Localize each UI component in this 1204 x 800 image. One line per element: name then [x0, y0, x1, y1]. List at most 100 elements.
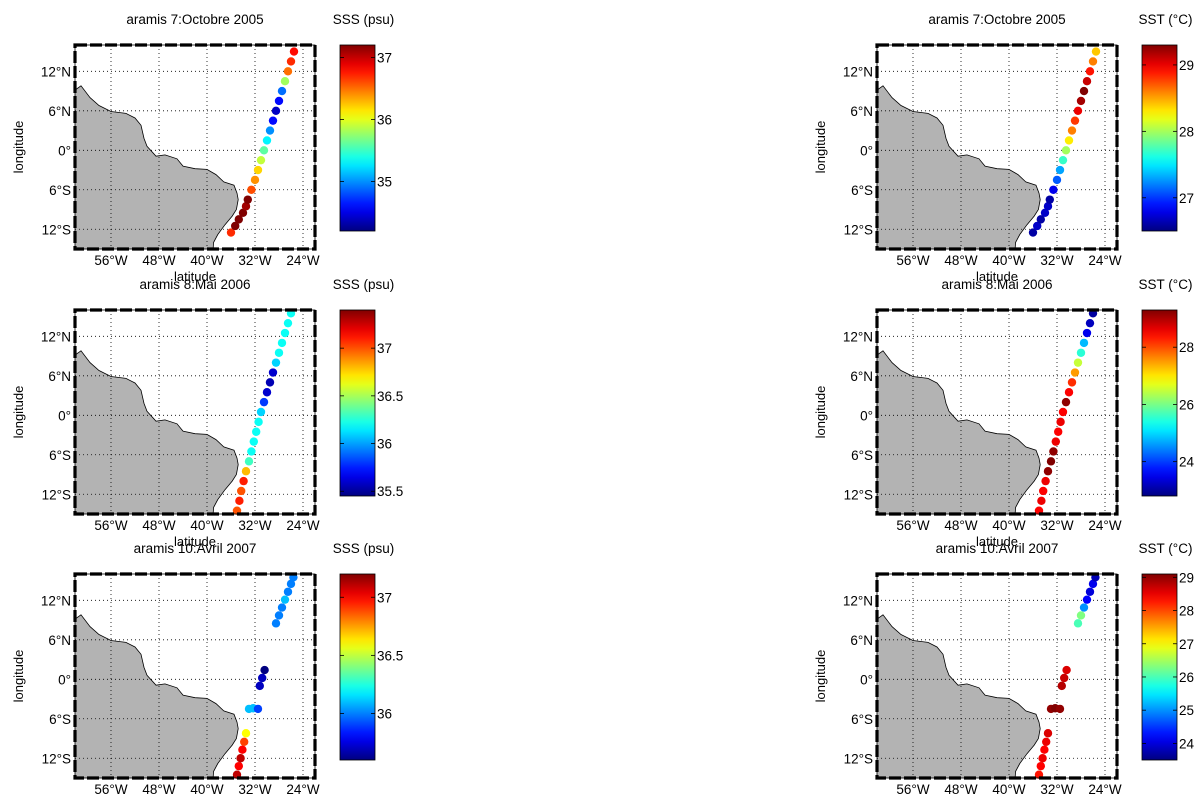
data-point: [1036, 215, 1046, 224]
data-point: [1067, 378, 1077, 387]
data-point: [274, 611, 284, 620]
y-tick-label: 6°S: [49, 183, 71, 198]
data-point: [247, 185, 256, 194]
data-point: [1061, 397, 1071, 407]
x-tick-label: 48°W: [944, 518, 977, 533]
y-axis-label: longitude: [813, 121, 828, 174]
y-tick-label: 12°N: [41, 64, 71, 79]
data-point: [1073, 106, 1083, 116]
data-point: [268, 116, 278, 125]
colorbar-tick-label: 24: [1179, 455, 1195, 470]
data-point: [1054, 427, 1063, 436]
colorbar: [339, 44, 376, 232]
y-tick-label: 12°S: [844, 751, 873, 766]
data-point: [250, 175, 260, 185]
data-point: [1058, 155, 1068, 165]
colorbar-tick-label: 29: [1179, 570, 1194, 585]
colorbar-tick-label: 29: [1179, 58, 1194, 73]
data-point: [1088, 579, 1098, 589]
x-tick-label: 24°W: [286, 253, 319, 268]
data-point: [249, 437, 258, 446]
land-polygon: [75, 614, 239, 778]
x-tick-label: 24°W: [1088, 782, 1121, 797]
y-tick-label: 12°N: [843, 329, 873, 344]
x-tick-label: 24°W: [286, 782, 319, 797]
data-point: [1091, 47, 1101, 56]
data-point: [286, 57, 296, 66]
data-point: [260, 665, 269, 675]
y-tick-label: 12°N: [843, 593, 873, 608]
colorbar-tick-label: 35: [377, 174, 392, 189]
data-point: [253, 704, 263, 714]
y-tick-label: 0°: [860, 672, 873, 687]
colorbar-tick-label: 27: [1179, 191, 1194, 206]
axes-box: [74, 573, 316, 779]
data-point: [1046, 457, 1056, 466]
data-point: [1055, 704, 1065, 714]
map-panel: 56°W 48°W 40°W 32°W 24°W 12°N 6°N 0° 6°S 12°S aram…: [813, 277, 1195, 549]
data-point: [234, 215, 243, 224]
data-point: [238, 745, 247, 754]
data-point: [1056, 417, 1065, 427]
data-point: [1060, 673, 1069, 683]
colorbar-tick-label: 36: [377, 707, 392, 722]
land-polygon: [877, 85, 1041, 249]
colorbar-tick-label: 36.5: [377, 648, 403, 663]
data-point: [289, 47, 299, 56]
axes-box: [74, 309, 316, 515]
x-tick-label: 24°W: [286, 518, 319, 533]
data-point: [1076, 96, 1086, 106]
colorbar-label: SSS (psu): [333, 277, 395, 292]
colorbar-label: SST (°C): [1139, 277, 1193, 292]
data-point: [1085, 318, 1095, 328]
colorbar-tick-label: 27: [1179, 637, 1194, 652]
colorbar-tick-label: 35.5: [377, 484, 403, 499]
y-tick-label: 6°S: [49, 712, 71, 727]
data-point: [262, 136, 272, 145]
colorbar-label: SSS (psu): [333, 12, 395, 27]
data-point: [1076, 348, 1086, 357]
colorbar-label: SST (°C): [1139, 541, 1193, 556]
data-point: [1076, 611, 1086, 620]
x-tick-label: 40°W: [190, 782, 223, 797]
data-point: [1085, 587, 1095, 596]
x-tick-label: 40°W: [190, 518, 223, 533]
y-tick-label: 6°N: [48, 104, 71, 119]
data-point: [1079, 86, 1089, 96]
data-point: [1039, 486, 1048, 496]
y-tick-label: 12°N: [843, 64, 873, 79]
y-tick-label: 0°: [860, 408, 873, 423]
data-point: [274, 348, 284, 357]
data-point: [1043, 729, 1053, 738]
y-tick-label: 12°S: [42, 222, 71, 237]
data-point: [1064, 388, 1074, 397]
data-point: [1067, 126, 1077, 135]
colorbar: [1141, 309, 1178, 497]
colorbar-tick-label: 26: [1179, 397, 1194, 412]
data-point: [1051, 437, 1061, 446]
y-tick-label: 6°N: [850, 633, 873, 648]
data-point: [1058, 407, 1068, 417]
colorbar: [1141, 44, 1178, 232]
land-polygon: [75, 350, 239, 514]
data-point: [256, 407, 266, 417]
x-tick-label: 32°W: [1040, 782, 1073, 797]
data-point: [1079, 338, 1089, 348]
colorbar-tick-label: 28: [1179, 604, 1194, 619]
data-point: [241, 729, 251, 738]
x-tick-label: 48°W: [142, 518, 175, 533]
y-tick-label: 12°S: [844, 487, 873, 502]
y-tick-label: 6°N: [850, 369, 873, 384]
x-tick-label: 56°W: [896, 518, 929, 533]
colorbar-tick-label: 36: [377, 112, 392, 127]
data-point: [1042, 737, 1051, 747]
colorbar-tick-label: 28: [1179, 340, 1194, 355]
data-point: [247, 447, 256, 456]
data-point: [277, 603, 287, 612]
data-point: [1085, 67, 1095, 76]
data-point: [234, 761, 243, 771]
data-point: [274, 96, 284, 106]
axes-box: [876, 44, 1118, 250]
y-tick-label: 12°S: [844, 222, 873, 237]
data-point: [243, 195, 252, 204]
